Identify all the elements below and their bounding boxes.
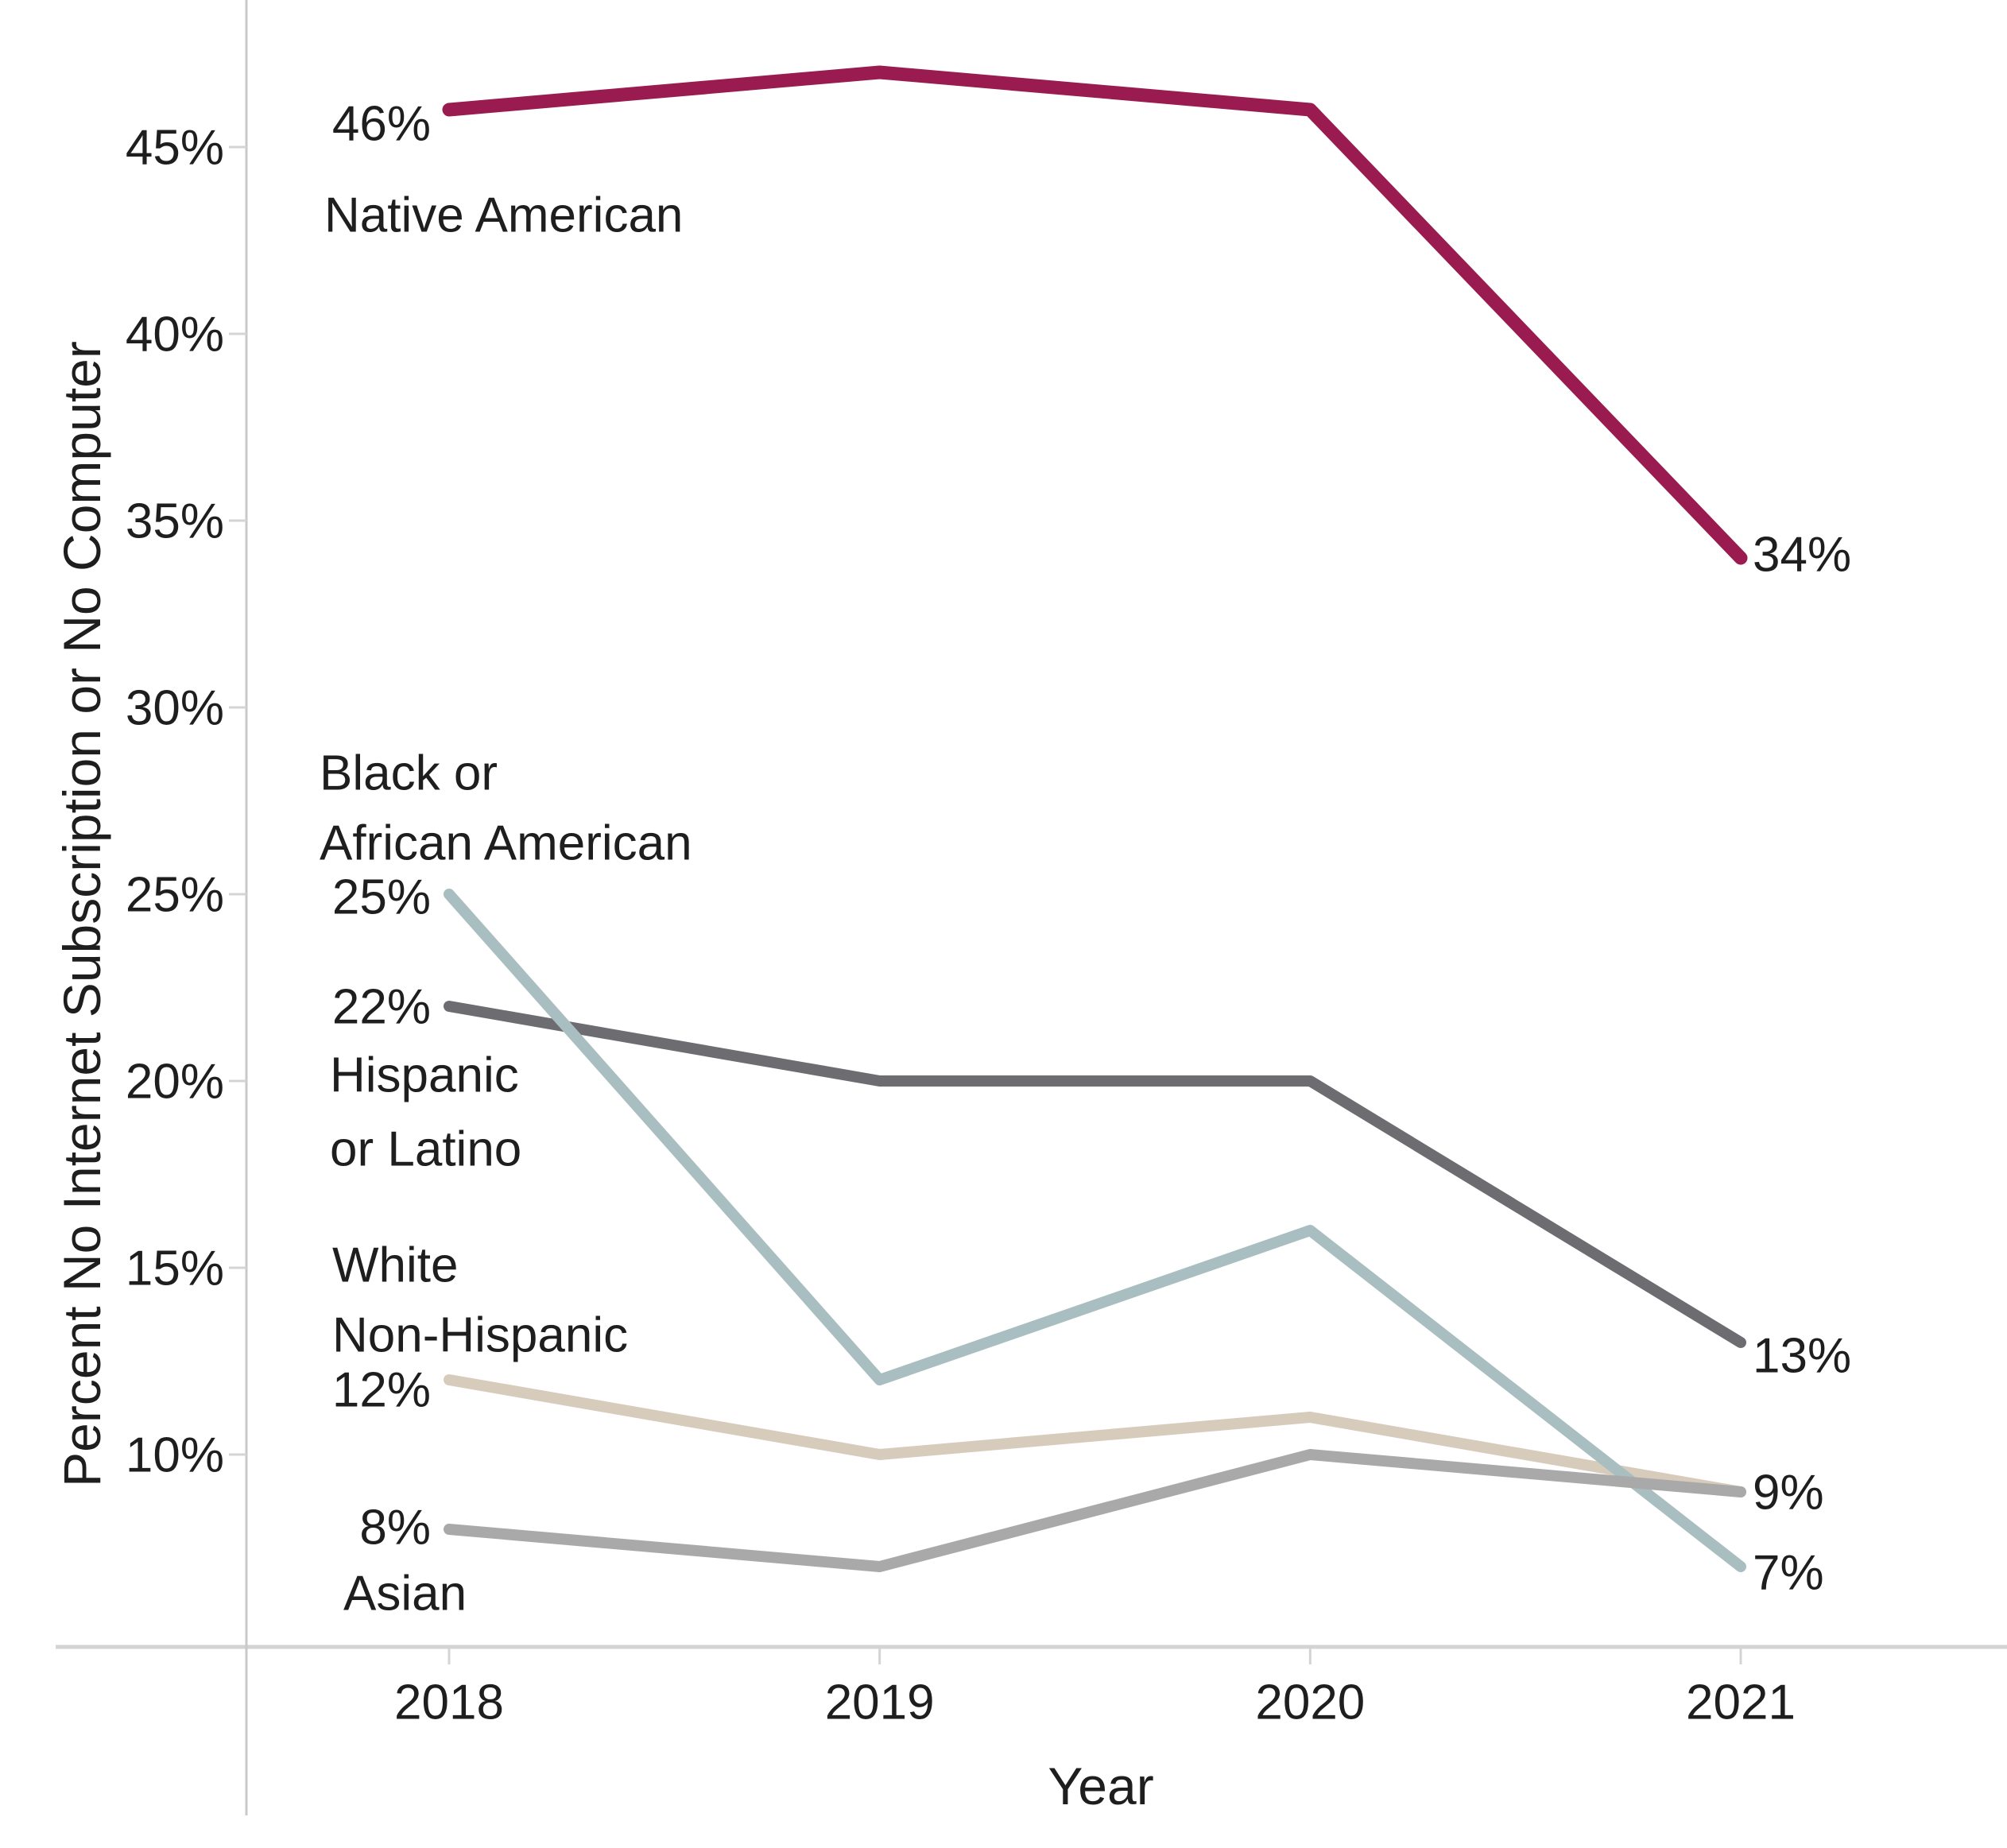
series-annotation-black-or-african-american: 25% — [332, 870, 431, 925]
y-tick-label: 25% — [126, 868, 224, 923]
y-tick-label: 35% — [126, 494, 224, 549]
x-tick-label: 2021 — [1686, 1676, 1796, 1730]
y-tick-label: 30% — [126, 681, 224, 736]
series-annotation-asian: Asian — [343, 1567, 467, 1621]
series-annotation-native-american: Native American — [324, 188, 683, 243]
series-line-native-american[interactable] — [442, 65, 1748, 565]
x-axis-title: Year — [1048, 1757, 1154, 1815]
y-tick-label: 15% — [126, 1242, 224, 1296]
series-annotation-hispanic-or-latino: Hispanic — [330, 1048, 519, 1103]
series-annotation-hispanic-or-latino: 22% — [332, 980, 431, 1035]
y-tick-label: 20% — [126, 1055, 224, 1110]
series-line-white-non-hispanic[interactable] — [444, 1374, 1747, 1497]
x-tick-label: 2019 — [825, 1676, 935, 1730]
y-tick-label: 10% — [126, 1428, 224, 1483]
series-annotation-hispanic-or-latino: or Latino — [330, 1122, 521, 1177]
y-axis-title: Percent No Internet Subscription or No C… — [52, 341, 111, 1487]
series-annotation-white-non-hispanic: Non-Hispanic — [332, 1308, 628, 1363]
series-line-hispanic-or-latino[interactable] — [444, 1001, 1747, 1348]
x-tick-label: 2020 — [1255, 1676, 1365, 1730]
series-annotation-asian: 8% — [359, 1501, 431, 1555]
series-annotation-native-american: 34% — [1753, 528, 1851, 583]
series-annotation-white-non-hispanic: 12% — [332, 1363, 431, 1418]
x-tick-label: 2018 — [394, 1676, 504, 1730]
y-tick-label: 40% — [126, 308, 224, 362]
series-line-asian[interactable] — [444, 1449, 1747, 1572]
series-annotation-native-american: 46% — [332, 97, 431, 152]
series-annotation-black-or-african-american: African American — [320, 816, 692, 871]
series-annotation-black-or-african-american: 7% — [1753, 1546, 1824, 1601]
series-annotation-black-or-african-american: Black or — [320, 746, 498, 801]
series-line-black-or-african-american[interactable] — [444, 889, 1747, 1572]
series-annotation-hispanic-or-latino: 13% — [1753, 1329, 1851, 1384]
y-tick-label: 45% — [126, 121, 224, 176]
series-annotation-asian: 9% — [1753, 1466, 1824, 1521]
series-annotation-white-non-hispanic: White — [332, 1238, 458, 1293]
